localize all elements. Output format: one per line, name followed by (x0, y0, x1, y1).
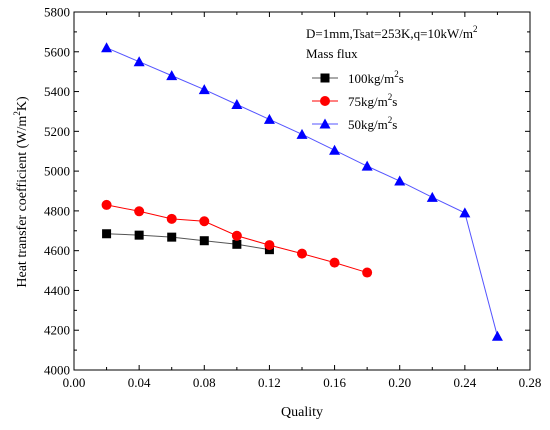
data-point (199, 236, 209, 246)
series-circle (101, 199, 373, 278)
data-point (232, 239, 242, 249)
data-point (459, 207, 471, 218)
y-axis: 4000 4200 4400 4600 4800 5000 5200 5400 5600 5800 (44, 5, 530, 378)
legend-items: 100kg/m2s 75kg/m2s 50kg/m2s (312, 69, 404, 132)
x-tick-label: 0.28 (519, 375, 542, 390)
data-point (491, 330, 503, 341)
data-point (133, 56, 145, 67)
series-square (102, 229, 274, 255)
x-tick-label: 0.20 (388, 375, 411, 390)
legend-label: 100kg/m2s (348, 69, 404, 86)
data-point (361, 160, 373, 171)
legend-header-massflux: Mass flux (306, 46, 358, 61)
data-point (134, 230, 144, 240)
data-point (297, 248, 307, 259)
x-tick-label: 0.12 (258, 375, 281, 390)
data-point (231, 98, 243, 109)
x-axis: 0.00 0.04 0.08 0.12 0.16 0.20 0.24 0.28 (63, 12, 542, 390)
legend-marker (320, 96, 330, 106)
y-tick-label: 5200 (44, 124, 70, 139)
y-tick-label: 4400 (44, 283, 70, 298)
data-point (102, 229, 112, 239)
legend-label: 75kg/m2s (348, 92, 397, 109)
legend: D=1mm,Tsat=253K,q=10kW/m2 Mass flux 100k… (306, 24, 477, 132)
y-tick-label: 4000 (44, 363, 70, 378)
data-point (263, 113, 275, 124)
y-axis-title: Heat transfer coefficient (W/m2K) (12, 96, 30, 288)
data-point (329, 257, 340, 268)
data-point (426, 191, 438, 202)
data-point (101, 199, 112, 210)
data-point (329, 144, 341, 155)
legend-item: 50kg/m2s (312, 115, 397, 132)
legend-header-conditions: D=1mm,Tsat=253K,q=10kW/m2 (306, 24, 477, 41)
y-tick-label: 5600 (44, 44, 70, 59)
x-tick-label: 0.00 (63, 375, 86, 390)
data-point (198, 84, 210, 95)
data-point (362, 267, 373, 278)
data-point (296, 128, 308, 139)
series-line (106, 47, 498, 337)
legend-marker (319, 118, 331, 129)
series-line (106, 233, 270, 251)
legend-label: 50kg/m2s (348, 115, 397, 132)
x-tick-label: 0.24 (453, 375, 476, 390)
x-tick-label: 0.04 (128, 375, 151, 390)
y-tick-label: 4800 (44, 203, 70, 218)
data-point (199, 216, 210, 227)
y-tick-label: 5000 (44, 164, 70, 179)
data-point (166, 213, 177, 224)
legend-item: 100kg/m2s (312, 69, 404, 86)
data-point (231, 230, 242, 241)
chart-marks (101, 42, 503, 341)
series-triangle (101, 42, 503, 341)
legend-marker (320, 73, 330, 83)
x-tick-label: 0.16 (323, 375, 346, 390)
data-point (134, 206, 145, 217)
data-point (166, 70, 178, 81)
data-point (101, 42, 113, 53)
data-point (167, 232, 177, 242)
y-tick-label: 5400 (44, 84, 70, 99)
data-point (394, 175, 406, 186)
y-tick-label: 5800 (44, 5, 70, 20)
x-tick-label: 0.08 (193, 375, 216, 390)
y-tick-label: 4600 (44, 243, 70, 258)
x-axis-title: Quality (281, 405, 323, 420)
legend-item: 75kg/m2s (312, 92, 397, 109)
data-point (264, 240, 275, 251)
y-tick-label: 4200 (44, 323, 70, 338)
